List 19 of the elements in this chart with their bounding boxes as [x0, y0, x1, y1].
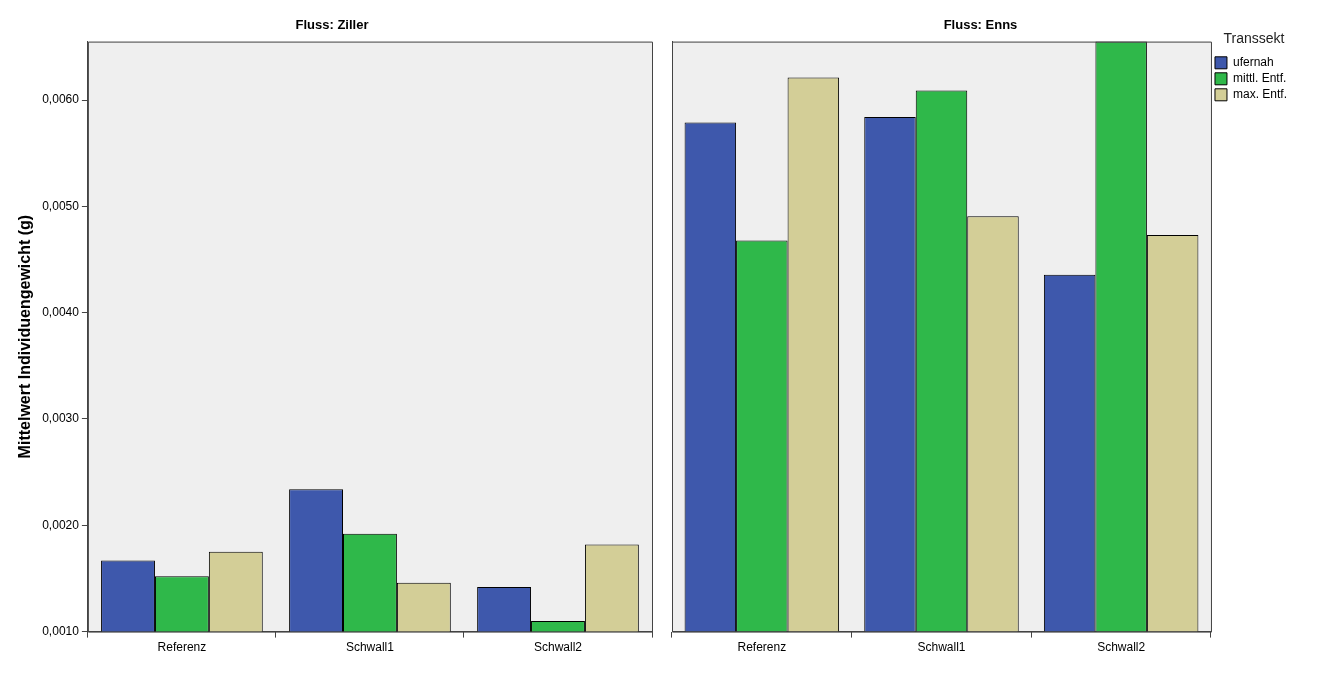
legend-label: mittl. Entf. [1232, 71, 1287, 86]
chart-title: Fluss: Ziller [295, 17, 369, 33]
y-tick-label: 0,0060 [42, 92, 80, 107]
legend-label: ufernah [1232, 55, 1274, 70]
y-tick-label: 0,0020 [42, 517, 80, 532]
legend-label: max. Entf. [1232, 87, 1288, 102]
chart-title: Fluss: Enns [943, 17, 1018, 33]
x-tick-label: Referenz [737, 640, 787, 655]
x-tick-label: Schwall2 [533, 640, 583, 655]
x-tick-label: Schwall2 [1097, 640, 1146, 655]
y-tick-label: 0,0040 [42, 304, 80, 319]
x-tick-label: Referenz [157, 640, 207, 655]
y-tick-label: 0,0030 [42, 411, 80, 426]
x-tick-label: Schwall1 [345, 640, 395, 655]
y-tick-label: 0,0050 [42, 198, 80, 213]
y-axis-title: Mittelwert Individuengewicht (g) [16, 214, 34, 459]
y-tick-label: 0,0010 [42, 623, 80, 638]
x-tick-label: Schwall1 [917, 640, 966, 655]
legend-title: Transsekt [1223, 29, 1285, 46]
